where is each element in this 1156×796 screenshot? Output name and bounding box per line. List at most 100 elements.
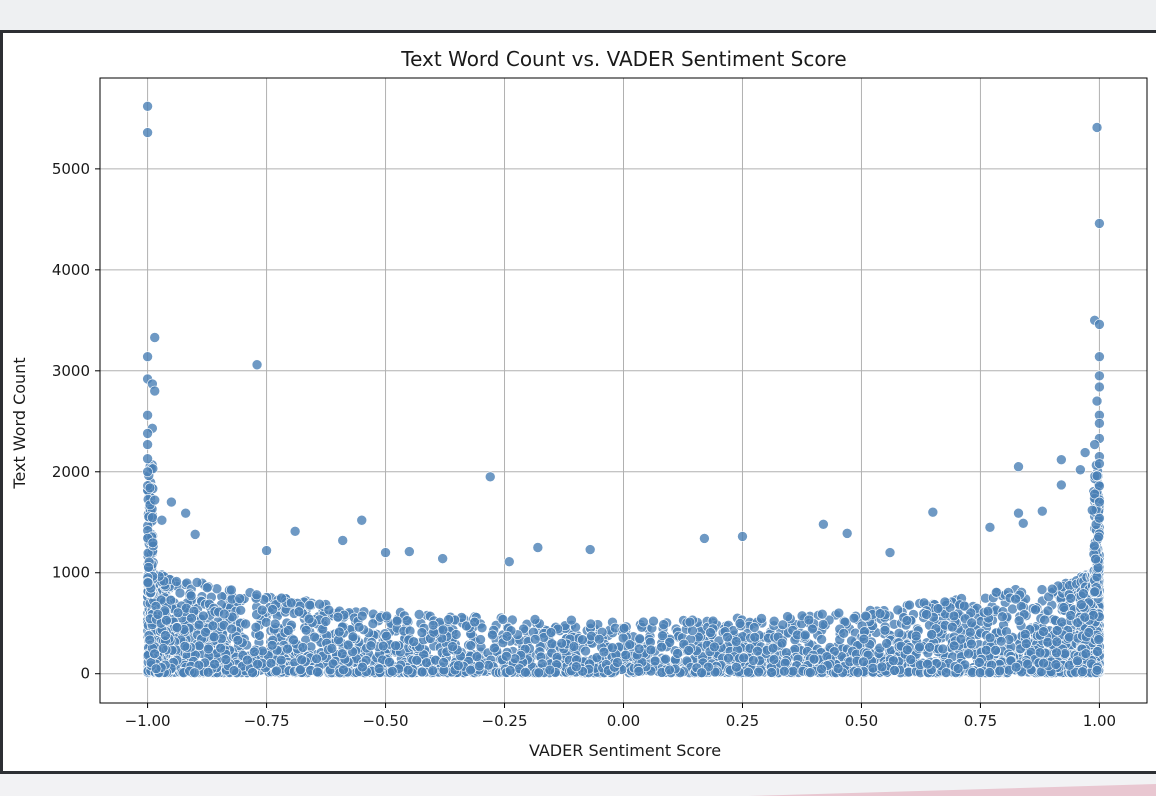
data-point [966, 617, 977, 629]
data-point [974, 667, 986, 678]
data-point [401, 615, 413, 626]
data-point [529, 614, 541, 625]
data-point [347, 631, 359, 643]
data-point [240, 618, 251, 630]
data-point [816, 634, 827, 645]
data-point [803, 614, 815, 626]
data-point [924, 642, 935, 653]
data-point [648, 615, 659, 627]
data-point [193, 619, 205, 631]
data-point [207, 620, 219, 632]
data-point [323, 604, 335, 616]
data-point [465, 664, 476, 676]
data-point [947, 621, 958, 633]
data-point [465, 640, 477, 651]
data-point [416, 666, 428, 678]
data-point [902, 644, 913, 656]
data-point [777, 619, 789, 631]
data-point [804, 667, 816, 678]
data-point [749, 622, 760, 633]
data-point [545, 627, 557, 638]
data-point [743, 666, 754, 678]
data-point [471, 651, 483, 662]
data-point [997, 611, 1008, 622]
data-point [1050, 659, 1062, 670]
data-point [921, 609, 932, 620]
data-point [817, 619, 829, 630]
data-point [939, 596, 951, 608]
data-point [191, 577, 203, 588]
data-point [338, 664, 349, 676]
data-point [529, 633, 541, 645]
data-point [768, 654, 780, 665]
data-point [1013, 615, 1025, 626]
data-point [413, 609, 425, 620]
data-point [1042, 605, 1054, 617]
data-point [332, 611, 344, 623]
data-point [664, 637, 675, 648]
data-point [326, 643, 338, 654]
data-point [722, 631, 733, 643]
data-point [657, 630, 668, 641]
data-point [314, 598, 325, 610]
data-point [487, 629, 498, 641]
data-point [265, 657, 277, 669]
data-point [208, 631, 220, 643]
data-point [591, 652, 603, 663]
data-point [1039, 614, 1050, 626]
data-point [696, 667, 708, 678]
data-point [618, 622, 630, 634]
data-point [411, 655, 423, 666]
data-point [1038, 626, 1049, 637]
data-point [489, 642, 500, 654]
data-point [620, 649, 632, 661]
data-point [991, 587, 1002, 598]
data-point [955, 633, 967, 645]
data-point [748, 655, 759, 666]
data-point [580, 645, 591, 657]
data-point [297, 642, 309, 653]
data-point [858, 633, 870, 645]
data-point [593, 633, 605, 645]
data-point [179, 640, 191, 652]
data-point [1030, 604, 1041, 615]
data-point [309, 631, 320, 643]
data-point [901, 615, 913, 626]
data-point [266, 639, 278, 651]
data-point [833, 607, 845, 619]
data-point [879, 625, 891, 636]
data-point [782, 611, 793, 622]
data-point [948, 610, 960, 622]
data-point [381, 630, 392, 642]
data-point [365, 640, 377, 652]
data-point [1042, 636, 1054, 648]
data-point [910, 630, 922, 642]
data-point [391, 615, 403, 627]
figure-frame: −1.00 −0.75 −0.50 −0.25 0.00 0.25 0.50 0.75 1.00… [0, 30, 1156, 774]
data-point [250, 621, 262, 633]
data-point [260, 617, 272, 628]
data-point [577, 634, 588, 646]
data-point [267, 604, 278, 615]
data-points [142, 100, 1105, 679]
data-point [215, 642, 226, 654]
data-point [816, 608, 828, 620]
scatter-chart: −1.00 −0.75 −0.50 −0.25 0.00 0.25 0.50 0.75 1.00… [10, 47, 1148, 760]
data-point [776, 637, 788, 649]
data-point [607, 642, 618, 654]
data-point [749, 632, 761, 643]
data-point [174, 587, 186, 599]
data-point [336, 648, 348, 659]
data-point [304, 599, 316, 611]
data-point [256, 604, 268, 616]
data-point [276, 592, 287, 604]
data-point [226, 623, 237, 635]
data-point [202, 667, 214, 678]
data-point [200, 626, 211, 638]
data-point [300, 624, 312, 636]
data-point [963, 648, 974, 659]
data-point [766, 667, 777, 678]
data-point [269, 618, 281, 630]
data-point [320, 616, 332, 627]
top-strip [0, 0, 1156, 30]
